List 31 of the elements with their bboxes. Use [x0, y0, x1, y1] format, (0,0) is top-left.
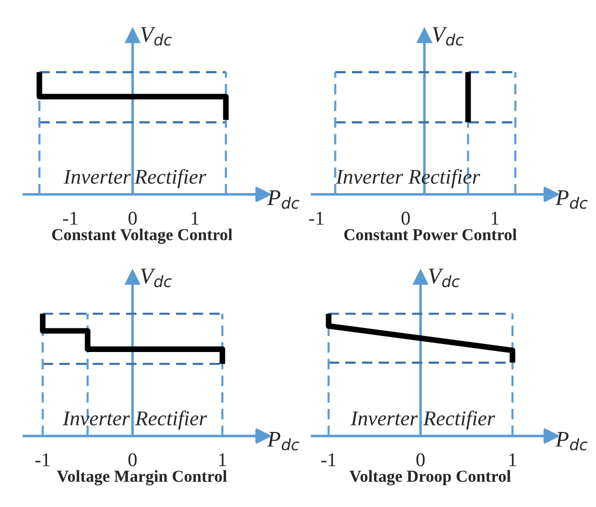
x-tick-label: -1 [321, 453, 336, 466]
x-tick-label: 1 [192, 212, 199, 225]
x-tick-label: -1 [63, 212, 78, 225]
text: Constant Voltage Control [52, 228, 232, 244]
x-tick-label: -1 [309, 212, 324, 225]
annotation: Rectifier [135, 410, 208, 430]
annotation: Inverter [336, 170, 404, 184]
y-axis-title: V$_{dc}$ [140, 27, 172, 46]
text: Constant Power Control [344, 228, 517, 240]
annotation: Rectifier [134, 168, 206, 188]
text: Voltage Droop Control [350, 470, 511, 486]
x-tick-label: 1 [509, 453, 516, 466]
y-axis-title: V$_{dc}$ [428, 268, 460, 288]
annotation: Rectifier [423, 410, 496, 430]
x-tick-label: 1 [492, 212, 499, 225]
x-axis-title: P$_{dc}$ [267, 190, 300, 209]
x-tick-label: 0 [128, 453, 137, 466]
x-axis-title: P$_{dc}$ [555, 432, 588, 450]
x-tick-label: 0 [128, 212, 137, 225]
y-axis-title: V$_{dc}$ [432, 27, 464, 46]
annotation: Inverter [62, 412, 130, 426]
text: Voltage Margin Control [56, 470, 227, 486]
x-tick-label: 0 [402, 212, 410, 225]
annotation: Inverter [350, 412, 418, 426]
annotation: Inverter [64, 170, 131, 184]
x-tick-label: -1 [35, 453, 50, 466]
x-axis-title: P$_{dc}$ [267, 432, 300, 450]
x-tick-label: 0 [416, 453, 425, 466]
x-tick-label: 1 [219, 453, 226, 466]
x-axis-title: P$_{dc}$ [555, 190, 588, 209]
y-axis-title: V$_{dc}$ [140, 268, 172, 288]
